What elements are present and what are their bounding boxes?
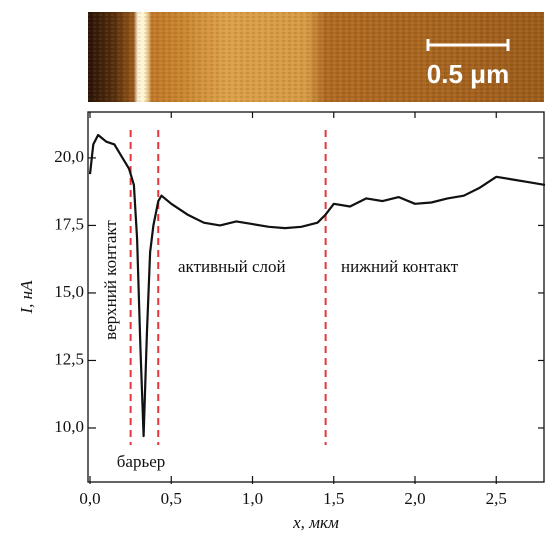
scale-label: 0.5 μm xyxy=(427,59,509,89)
x-tick-label: 1,5 xyxy=(323,489,344,508)
page: 0.5 μm I, нА x, мкм 10,0 12,5 15,0 17,5 20,0… xyxy=(0,0,553,541)
y-tick-label: 15,0 xyxy=(54,282,84,301)
x-tick-label: 0,5 xyxy=(161,489,182,508)
y-tick-label: 17,5 xyxy=(54,214,84,233)
annotation: нижний контакт xyxy=(341,257,459,276)
y-tick-label: 10,0 xyxy=(54,417,84,436)
annotation: верхний контакт xyxy=(101,220,120,340)
x-tick-label: 1,0 xyxy=(242,489,263,508)
x-tick-label: 0,0 xyxy=(79,489,100,508)
x-tick-label: 2,0 xyxy=(404,489,425,508)
figure: 0.5 μm I, нА x, мкм 10,0 12,5 15,0 17,5 20,0… xyxy=(0,0,553,541)
annotation: барьер xyxy=(117,452,166,471)
x-axis-label: x, мкм xyxy=(292,513,339,532)
y-tick-label: 20,0 xyxy=(54,147,84,166)
y-tick-label: 12,5 xyxy=(54,349,84,368)
y-axis-label: I, нА xyxy=(17,280,36,315)
annotation: активный слой xyxy=(178,257,286,276)
plot-frame xyxy=(88,112,544,482)
x-tick-label: 2,5 xyxy=(486,489,507,508)
